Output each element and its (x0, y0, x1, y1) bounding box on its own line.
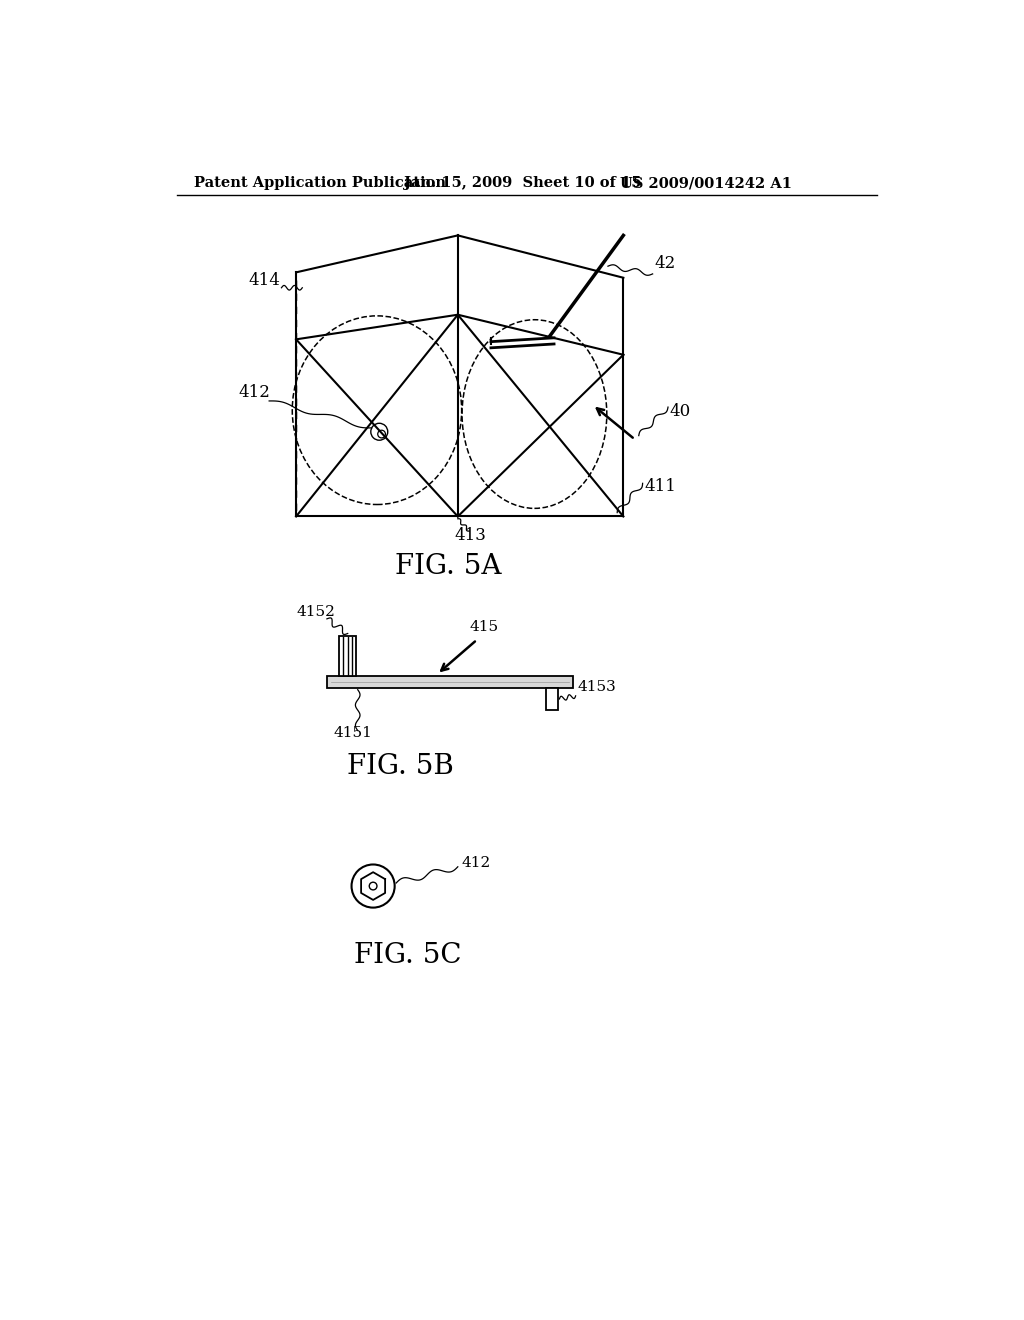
Text: Patent Application Publication: Patent Application Publication (194, 176, 445, 190)
Text: FIG. 5B: FIG. 5B (346, 754, 454, 780)
Text: 40: 40 (670, 404, 691, 420)
Text: 4152: 4152 (296, 605, 335, 619)
Text: FIG. 5C: FIG. 5C (354, 942, 462, 969)
Text: FIG. 5A: FIG. 5A (394, 553, 501, 579)
Text: 412: 412 (239, 384, 270, 401)
Bar (327, 676, 573, 688)
Text: 414: 414 (249, 272, 281, 289)
Text: 4151: 4151 (333, 726, 372, 741)
Text: 413: 413 (454, 527, 485, 544)
Bar (339, 636, 356, 676)
Bar (546, 688, 558, 710)
Text: 411: 411 (645, 478, 677, 495)
Text: 4153: 4153 (578, 680, 615, 694)
Text: 412: 412 (462, 855, 490, 870)
Text: 42: 42 (654, 255, 676, 272)
Text: US 2009/0014242 A1: US 2009/0014242 A1 (620, 176, 792, 190)
Text: 415: 415 (469, 620, 499, 634)
Text: Jan. 15, 2009  Sheet 10 of 15: Jan. 15, 2009 Sheet 10 of 15 (403, 176, 641, 190)
